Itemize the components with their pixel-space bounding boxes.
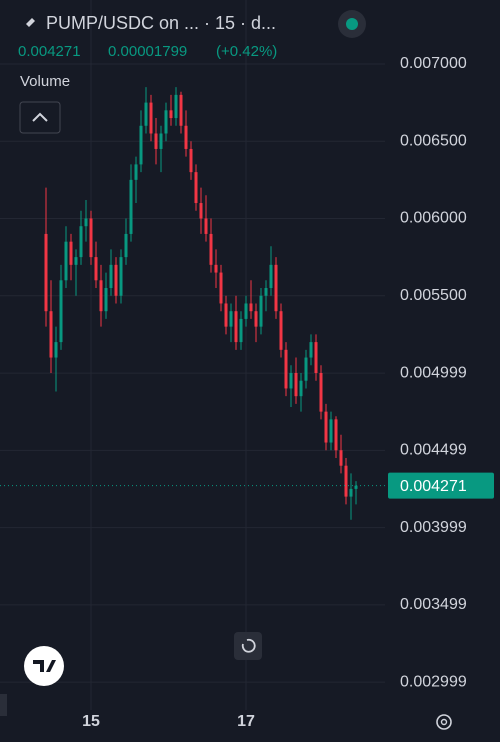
candle-body bbox=[249, 303, 253, 312]
candle-body bbox=[239, 318, 243, 343]
candle-body bbox=[129, 179, 133, 234]
candle-body bbox=[234, 311, 238, 343]
candle-body bbox=[314, 342, 318, 374]
candle-body bbox=[334, 419, 338, 451]
candle-body bbox=[204, 218, 208, 234]
plot bbox=[0, 0, 385, 710]
candle-body bbox=[159, 133, 163, 149]
reset-icon bbox=[241, 638, 256, 653]
candle-body bbox=[149, 102, 153, 134]
candle-body bbox=[259, 295, 263, 327]
candle-body bbox=[294, 373, 298, 397]
candle-body bbox=[184, 125, 188, 149]
change-value: 0.00001799 bbox=[108, 43, 187, 60]
settings-center bbox=[440, 718, 448, 726]
candle-body bbox=[59, 280, 63, 343]
last-price-label: 0.004271 bbox=[400, 478, 467, 495]
candle-body bbox=[214, 264, 218, 273]
candle-body bbox=[174, 94, 178, 119]
time-axis bbox=[0, 710, 500, 742]
y-tick-label: 0.007000 bbox=[400, 55, 467, 72]
price-axis bbox=[385, 0, 500, 710]
y-tick-label: 0.004499 bbox=[400, 442, 467, 459]
candle-body bbox=[269, 264, 273, 289]
logo-mark bbox=[33, 660, 56, 672]
volume-label: Volume bbox=[20, 73, 70, 90]
candle-body bbox=[79, 226, 83, 258]
candle-body bbox=[54, 342, 58, 358]
candle-body bbox=[209, 233, 213, 265]
pencil-icon bbox=[26, 18, 35, 27]
candle-body bbox=[284, 349, 288, 389]
axis: 0.007000 0.006500 0.006000 0.005500 0.004999… bbox=[82, 55, 494, 730]
candle-body bbox=[109, 264, 113, 289]
candle-body bbox=[89, 218, 93, 258]
x-tick-label: 15 bbox=[82, 713, 100, 730]
reset-button[interactable] bbox=[234, 632, 262, 660]
y-tick-label: 0.004999 bbox=[400, 364, 467, 381]
side-tab[interactable] bbox=[0, 694, 7, 716]
candle-body bbox=[104, 288, 108, 312]
candle-body bbox=[119, 257, 123, 296]
x-tick-label: 17 bbox=[237, 713, 255, 730]
candle-body bbox=[264, 288, 268, 296]
candle-body bbox=[194, 172, 198, 204]
candle-body bbox=[219, 272, 223, 304]
y-tick-label: 0.005500 bbox=[400, 287, 467, 304]
collapse-button[interactable] bbox=[19, 101, 61, 134]
candle-body bbox=[69, 241, 73, 265]
candle-body bbox=[229, 311, 233, 327]
candle-body bbox=[164, 110, 168, 134]
y-tick-label: 0.003999 bbox=[400, 519, 467, 536]
candle-body bbox=[64, 241, 68, 281]
candle-body bbox=[199, 203, 203, 219]
chevron-icon bbox=[32, 112, 48, 122]
last-value: 0.004271 bbox=[18, 43, 81, 60]
last-price-box bbox=[388, 472, 494, 499]
candle-body bbox=[339, 450, 343, 466]
candle-body bbox=[319, 373, 323, 412]
candle-body bbox=[324, 411, 328, 443]
candle-body bbox=[279, 311, 283, 350]
candle-body bbox=[309, 342, 313, 358]
candle-body bbox=[304, 357, 308, 381]
symbol-title: PUMP/USDC on ... · 15 · d... bbox=[46, 13, 276, 33]
candle-body bbox=[49, 311, 53, 358]
candle-body bbox=[124, 233, 128, 258]
candle-body bbox=[189, 148, 193, 173]
candle-body bbox=[94, 257, 98, 281]
status-dot bbox=[346, 18, 358, 30]
candle-body bbox=[349, 488, 353, 497]
candle-body bbox=[114, 264, 118, 296]
candle-body bbox=[329, 419, 333, 443]
settings-icon[interactable] bbox=[436, 714, 452, 730]
candle-body bbox=[44, 233, 48, 312]
candle-body bbox=[144, 102, 148, 126]
candle-body bbox=[344, 465, 348, 497]
candle-body bbox=[139, 125, 143, 165]
y-tick-label: 0.006500 bbox=[400, 132, 467, 149]
candle-body bbox=[299, 380, 303, 397]
candle-body bbox=[354, 485, 358, 489]
y-tick-label: 0.006000 bbox=[400, 210, 467, 227]
candle-body bbox=[169, 110, 173, 119]
candle-body bbox=[154, 133, 158, 149]
candle-body bbox=[134, 164, 138, 180]
candle-body bbox=[84, 218, 88, 227]
y-tick-label: 0.002999 bbox=[400, 673, 467, 690]
candle-body bbox=[179, 94, 183, 126]
candle-body bbox=[289, 373, 293, 389]
change-percent: (+0.42%) bbox=[216, 43, 277, 60]
candle-body bbox=[244, 303, 248, 319]
candle-body bbox=[74, 257, 78, 265]
candle-body bbox=[274, 264, 278, 312]
candle-body bbox=[224, 303, 228, 327]
y-tick-label: 0.003499 bbox=[400, 596, 467, 613]
candle-body bbox=[254, 311, 258, 327]
candle-body bbox=[99, 280, 103, 312]
